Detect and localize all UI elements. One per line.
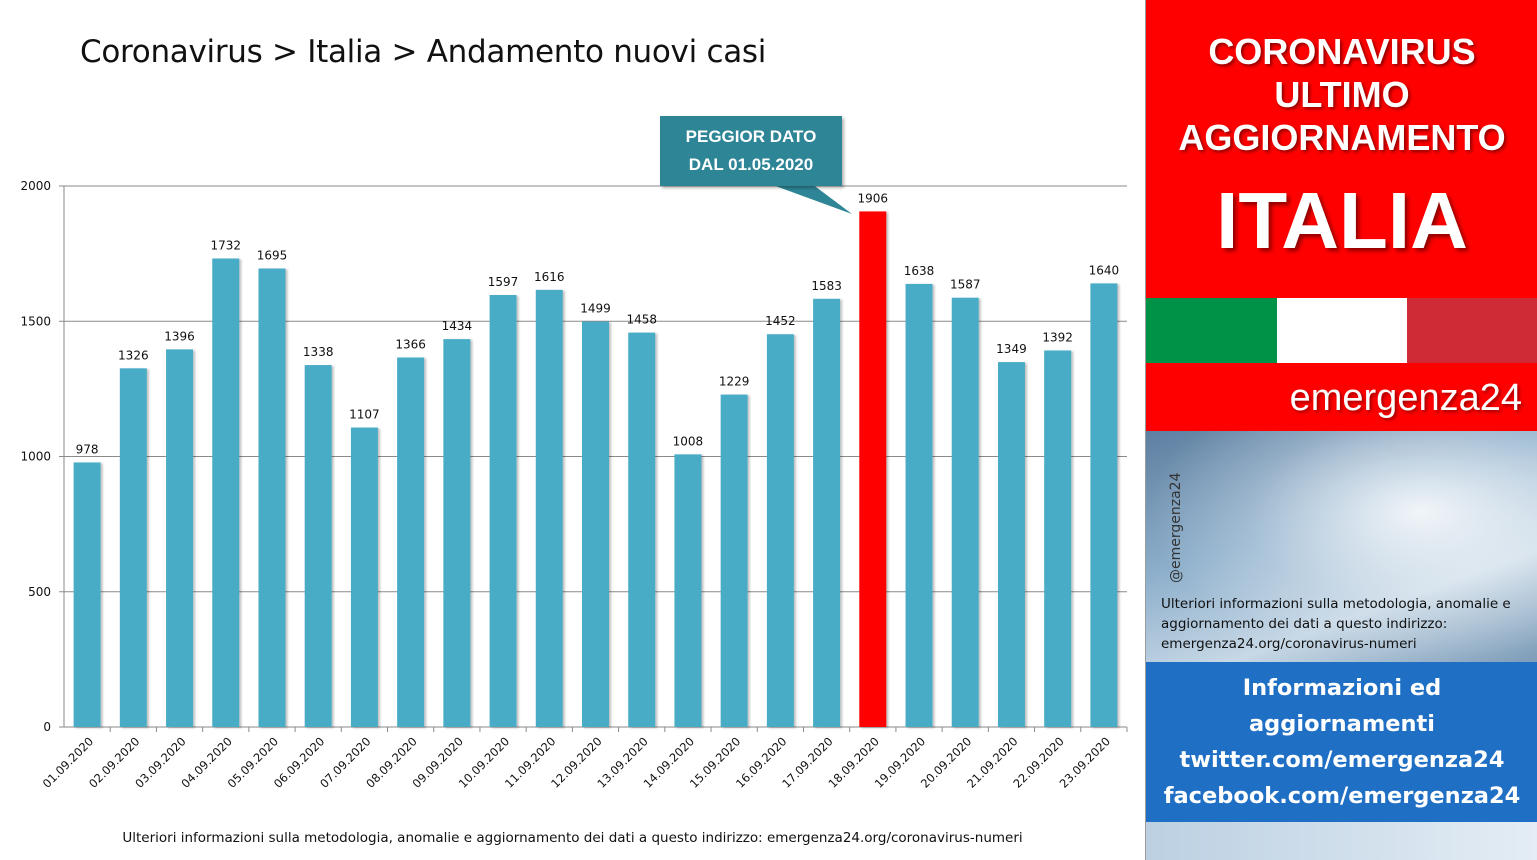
bar <box>489 295 517 727</box>
bar <box>720 394 748 727</box>
bar <box>304 365 332 727</box>
data-label: 1396 <box>164 329 195 343</box>
bar-chart: 978 1326 1396 1732 1695 1338 1107 1366 1434 1597 1… <box>20 179 1128 791</box>
headline-line-3: AGGIORNAMENTO <box>1178 117 1506 158</box>
data-labels: 978 1326 1396 1732 1695 1338 1107 1366 1434 1597 1… <box>76 191 1120 456</box>
bar <box>119 368 147 727</box>
social-handle: @emergenza24 <box>1168 472 1184 584</box>
methodology-note: Ulteriori informazioni sulla metodologia… <box>122 830 1023 846</box>
facebook-link[interactable]: facebook.com/emergenza24 <box>1163 783 1521 809</box>
bar <box>905 283 933 727</box>
flag-white-stripe <box>1276 298 1408 363</box>
data-label: 1583 <box>811 279 842 293</box>
data-label: 1326 <box>118 348 149 362</box>
callout-pointer <box>770 184 852 214</box>
bar <box>813 298 841 727</box>
data-label: 1458 <box>626 313 657 327</box>
y-tick-label: 500 <box>28 585 51 599</box>
data-label: 1732 <box>210 238 241 252</box>
data-label: 1499 <box>580 302 611 316</box>
data-label: 1638 <box>904 264 935 278</box>
data-label: 1338 <box>303 345 334 359</box>
bar <box>628 332 656 727</box>
y-tick-label: 1000 <box>20 450 51 464</box>
bar <box>350 427 378 727</box>
chart-area: Coronavirus > Italia > Andamento nuovi c… <box>20 34 1128 846</box>
background-photo: @emergenza24 Ulteriori informazioni sull… <box>1146 431 1537 662</box>
bar <box>535 289 563 727</box>
data-label: 1587 <box>950 278 981 292</box>
country-label: ITALIA <box>1216 176 1468 265</box>
info-box: Informazioni ed aggiornamenti twitter.co… <box>1146 662 1537 822</box>
callout-line-1: PEGGIOR DATO <box>685 127 817 146</box>
italian-flag <box>1146 298 1537 363</box>
bars <box>73 211 1118 727</box>
sidebar-footer <box>1146 822 1537 860</box>
y-tick-label: 0 <box>43 720 51 734</box>
data-label: 1008 <box>673 434 704 448</box>
data-label: 1107 <box>349 408 380 422</box>
brand-name: emergenza24 <box>1289 377 1522 419</box>
headline-line-2: ULTIMO <box>1274 74 1410 115</box>
headline-line-1: CORONAVIRUS <box>1208 31 1476 72</box>
data-label: 1640 <box>1089 263 1120 277</box>
headline-box: CORONAVIRUS ULTIMO AGGIORNAMENTO ITALIA <box>1146 0 1537 298</box>
bar <box>212 258 240 727</box>
bar <box>258 268 286 727</box>
y-tick-label: 1500 <box>20 314 51 328</box>
flag-red-stripe <box>1407 298 1537 363</box>
y-tick-label: 2000 <box>20 179 51 193</box>
bar <box>951 297 979 727</box>
bar <box>73 462 101 727</box>
brand-bar: emergenza24 <box>1146 363 1537 431</box>
flag-green-stripe <box>1146 298 1277 363</box>
bar <box>582 321 609 727</box>
bar <box>1090 283 1118 727</box>
data-label: 1616 <box>534 270 565 284</box>
data-label: 1597 <box>488 275 519 289</box>
data-label: 1366 <box>395 337 426 351</box>
callout-line-2: DAL 01.05.2020 <box>688 155 814 174</box>
sidebar-methodology-note: Ulteriori informazioni sulla metodologia… <box>1161 596 1511 652</box>
bar <box>859 211 887 727</box>
data-label: 1906 <box>858 191 889 205</box>
headline: CORONAVIRUS ULTIMO AGGIORNAMENTO <box>1146 30 1537 159</box>
worst-value-callout: PEGGIOR DATO DAL 01.05.2020 <box>660 116 842 186</box>
data-label: 1349 <box>996 342 1027 356</box>
info-line-1: Informazioni ed <box>1242 675 1442 701</box>
bar <box>997 362 1025 727</box>
data-label: 1229 <box>719 375 750 389</box>
twitter-link[interactable]: twitter.com/emergenza24 <box>1179 747 1505 773</box>
bar <box>166 349 194 727</box>
bar <box>397 357 425 727</box>
bar <box>443 339 471 727</box>
bar <box>674 454 702 727</box>
data-label: 978 <box>76 442 99 456</box>
chart-title: Coronavirus > Italia > Andamento nuovi c… <box>80 34 767 70</box>
bar <box>1044 350 1072 727</box>
data-label: 1434 <box>442 319 473 333</box>
data-label: 1392 <box>1042 330 1073 344</box>
data-label: 1695 <box>257 249 288 263</box>
info-line-2: aggiornamenti <box>1248 711 1436 737</box>
data-label: 1452 <box>765 314 796 328</box>
bar <box>766 334 794 727</box>
sidebar-panel: CORONAVIRUS ULTIMO AGGIORNAMENTO ITALIA … <box>1145 0 1537 860</box>
